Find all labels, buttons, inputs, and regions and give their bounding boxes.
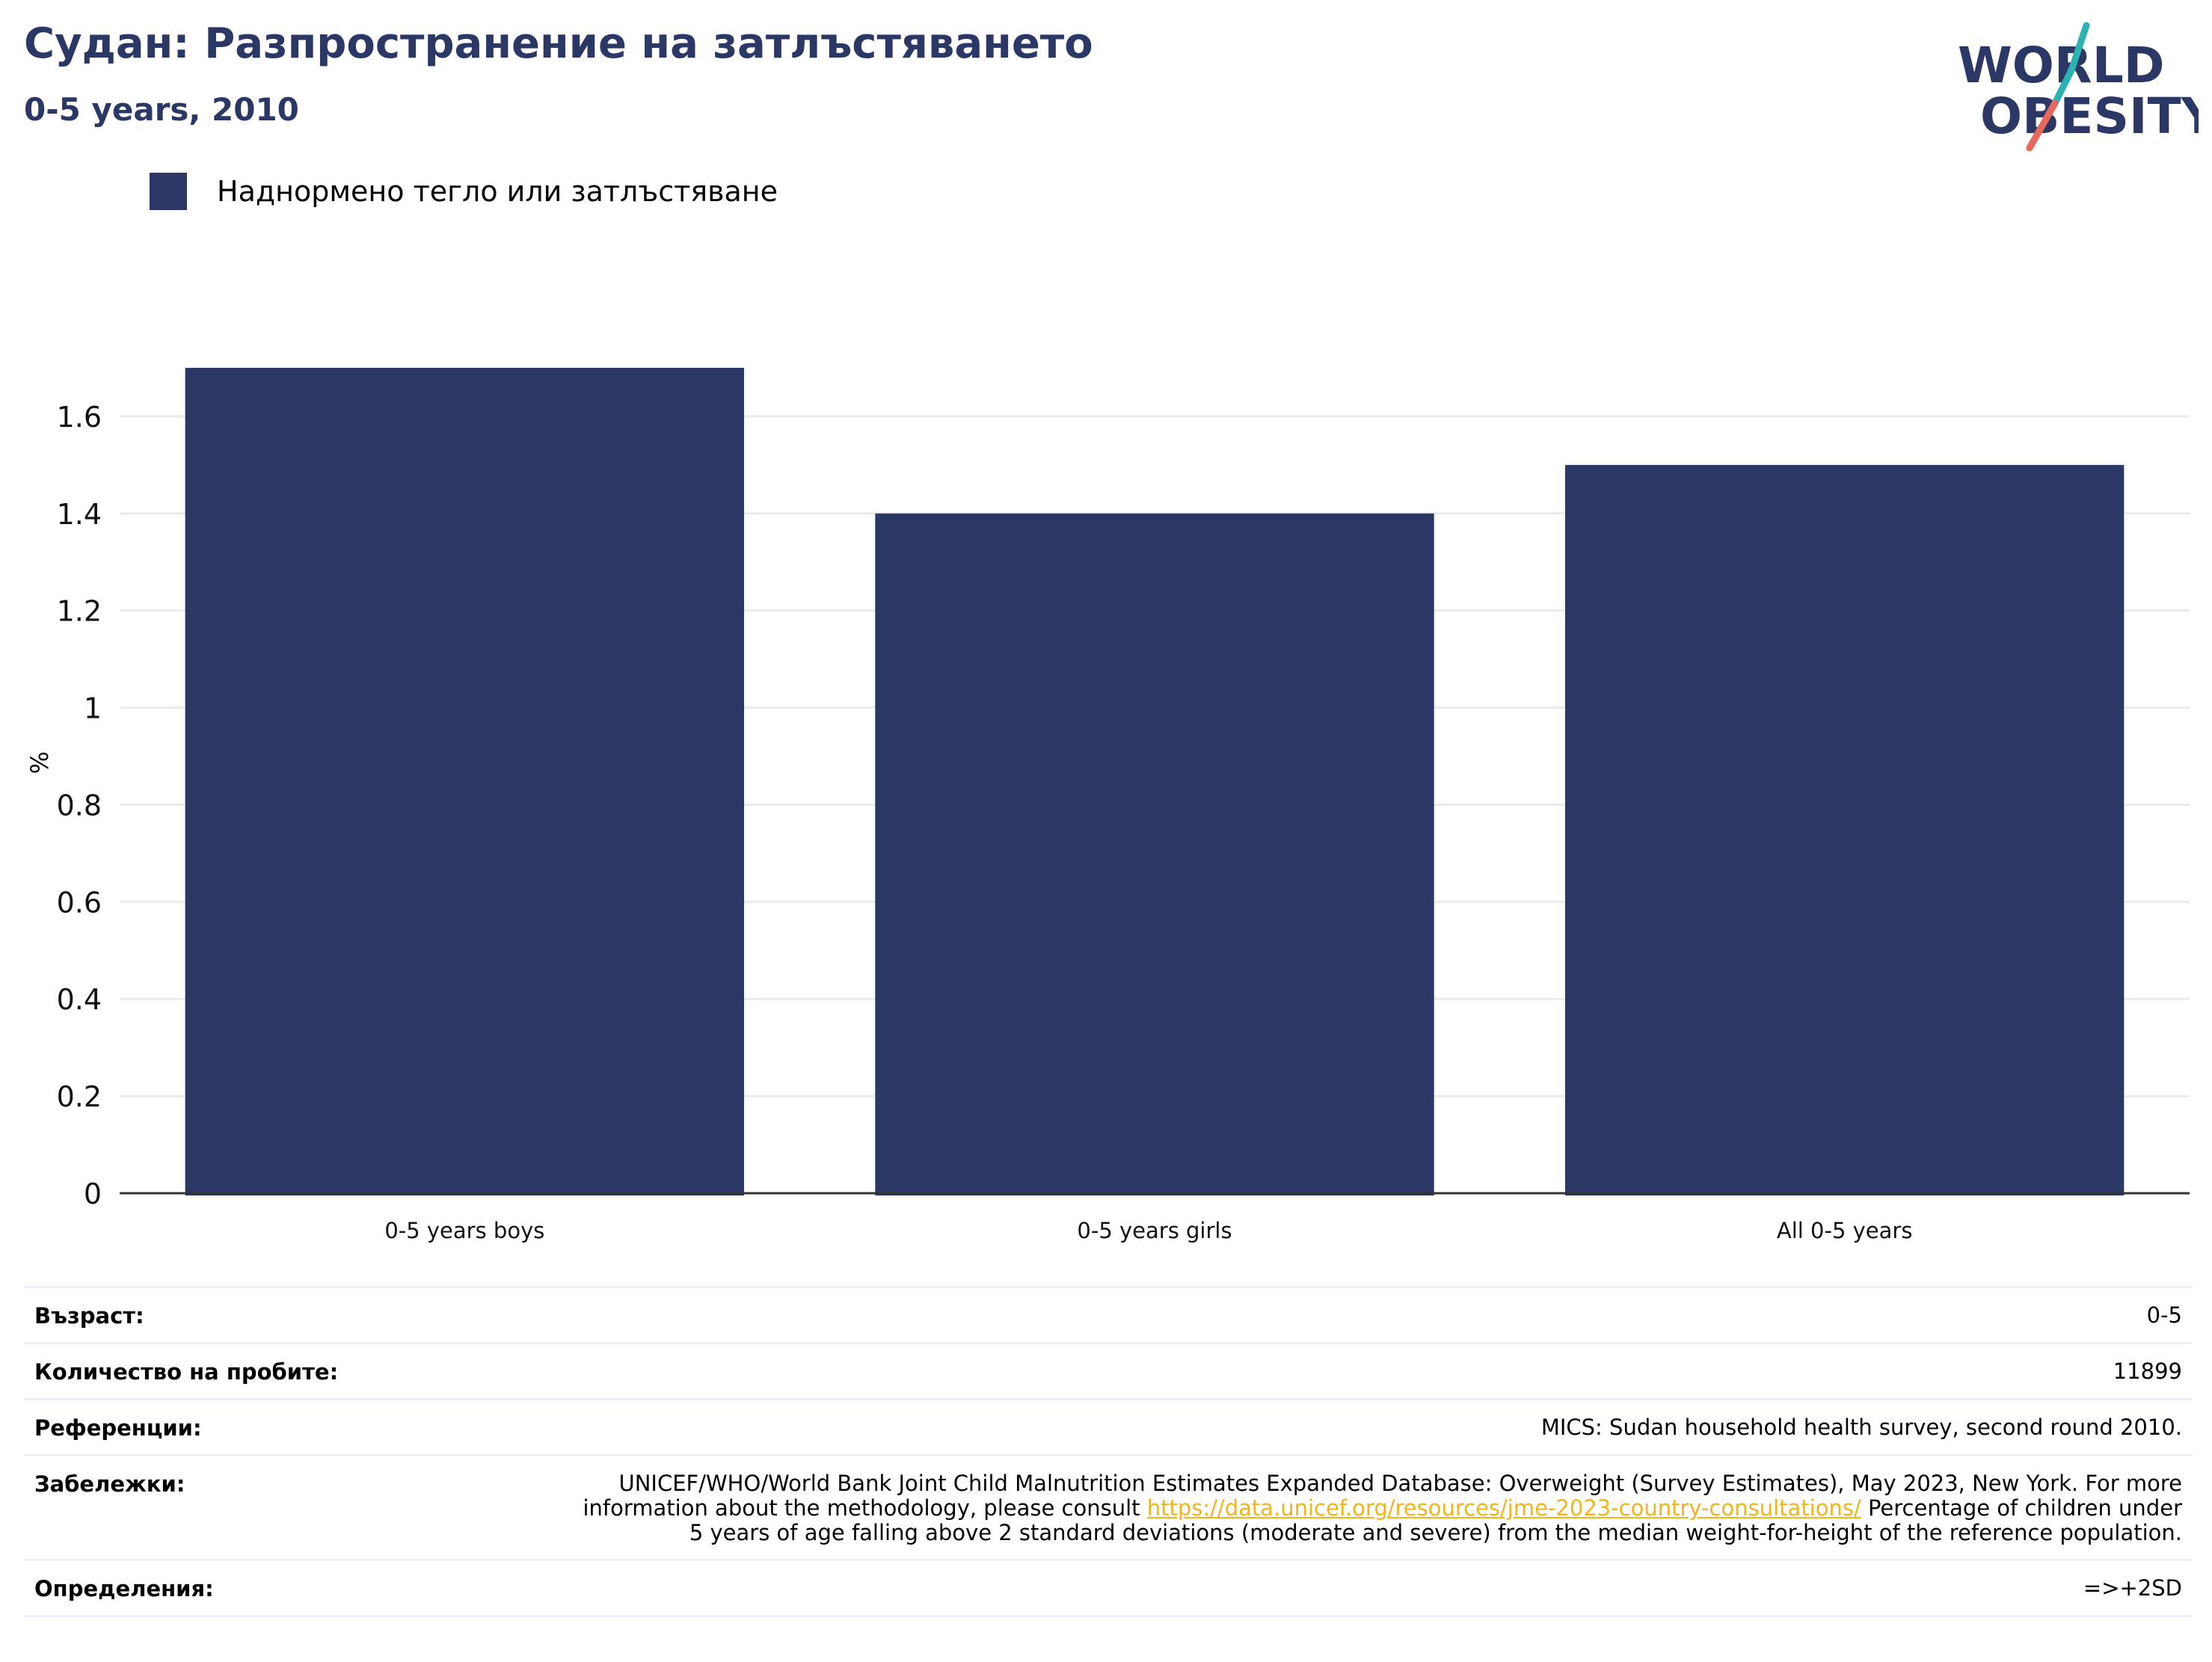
notes-text-1: UNICEF/WHO/World Bank Joint Child Malnut… xyxy=(583,1471,2182,1521)
x-tick-label: All 0-5 years xyxy=(1777,1218,1913,1243)
notes-label: Забележки: xyxy=(34,1471,185,1497)
y-tick-label: 1.4 xyxy=(57,498,102,531)
legend-label: Наднормено тегло или затлъстяване xyxy=(217,175,778,208)
y-tick-label: 0.2 xyxy=(57,1080,102,1113)
page-title: Судан: Разпространение на затлъстяването xyxy=(24,19,1093,68)
y-tick-label: 0.8 xyxy=(57,789,102,822)
y-tick-label: 0 xyxy=(84,1178,102,1210)
logo-slash-teal xyxy=(2051,67,2075,107)
y-tick-label: 0.4 xyxy=(57,983,102,1016)
world-obesity-logo: WORLD OBESITY xyxy=(1958,22,2199,152)
y-tick-label: 1.2 xyxy=(57,595,102,628)
age-label: Възраст: xyxy=(34,1303,144,1329)
bar xyxy=(185,367,745,1195)
logo-slash-teal-top xyxy=(2068,22,2090,74)
age-value: 0-5 xyxy=(2146,1302,2182,1328)
logo-word-obesity: OBESITY xyxy=(1980,87,2199,145)
x-tick-label: 0-5 years boys xyxy=(384,1218,544,1243)
bar xyxy=(875,513,1434,1195)
y-tick-label: 1.6 xyxy=(57,401,102,434)
logo-slash-coral xyxy=(2026,99,2059,152)
info-row-age: Възраст: 0-5 xyxy=(24,1286,2193,1342)
sample-size-value: 11899 xyxy=(2113,1358,2182,1384)
bar-chart: 00.20.40.60.811.21.41.6 0-5 years boys 0-… xyxy=(25,367,2190,1243)
bars xyxy=(185,367,2125,1195)
references-label: Референции: xyxy=(34,1415,202,1441)
y-axis-ticks: 0 0.2 0.4 0.6 0.8 1 1.2 1.4 1.6 xyxy=(57,401,102,1210)
references-value: MICS: Sudan household health survey, sec… xyxy=(1540,1415,2182,1440)
definitions-label: Определения: xyxy=(34,1576,214,1601)
page-subtitle: 0-5 years, 2010 xyxy=(24,91,299,128)
y-tick-label: 1 xyxy=(84,692,102,725)
notes-link[interactable]: https://data.unicef.org/resources/jme-20… xyxy=(1146,1495,1861,1521)
info-table: Възраст: 0-5 Количество на пробите: 1189… xyxy=(24,1286,2193,1617)
y-tick-label: 0.6 xyxy=(57,886,102,919)
sample-size-label: Количество на пробите: xyxy=(34,1359,339,1385)
legend-swatch xyxy=(150,173,187,210)
definitions-value: =>+2SD xyxy=(2083,1575,2182,1601)
bar xyxy=(1564,464,2125,1195)
y-axis-label: % xyxy=(25,751,54,774)
x-axis-ticks: 0-5 years boys 0-5 years girls All 0-5 yea… xyxy=(384,1218,1912,1243)
x-tick-label: 0-5 years girls xyxy=(1077,1218,1232,1243)
notes-text-2: Percentage of children under 5 years of … xyxy=(689,1495,2182,1545)
notes-value: UNICEF/WHO/World Bank Joint Child Malnut… xyxy=(574,1471,2182,1545)
info-row-sample: Количество на пробите: 11899 xyxy=(24,1342,2193,1398)
info-row-definitions: Определения: =>+2SD xyxy=(24,1559,2193,1617)
info-row-references: Референции: MICS: Sudan household health… xyxy=(24,1398,2193,1454)
info-row-notes: Забележки: UNICEF/WHO/World Bank Joint C… xyxy=(24,1454,2193,1559)
chart-legend: Наднормено тегло или затлъстяване xyxy=(150,172,778,211)
